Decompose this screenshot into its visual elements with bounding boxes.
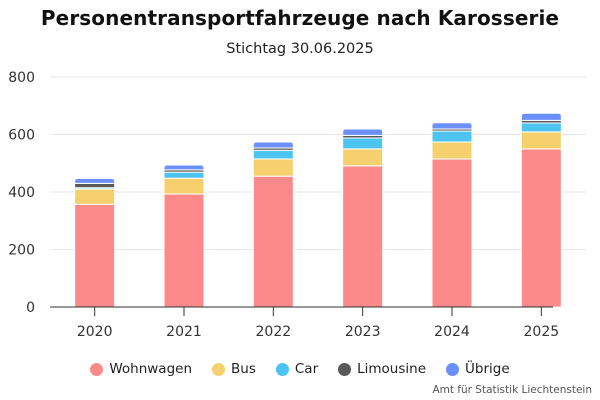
legend-marker-icon — [90, 362, 104, 376]
bar-segment-wohnwagen[interactable]: 2020 Wohnwagen: 357 — [74, 203, 116, 308]
bar-segment-wohnwagen[interactable]: 2024 Wohnwagen: 515 — [431, 158, 473, 308]
y-tick-label: 600 — [8, 128, 35, 144]
bar-segment-wohnwagen[interactable]: 2022 Wohnwagen: 455 — [252, 175, 294, 308]
y-tick-label: 800 — [8, 70, 35, 86]
legend-label: Limousine — [357, 361, 427, 377]
bar-segment-car[interactable]: 2021 Car: 21 — [163, 171, 205, 179]
legend-label: Übrige — [465, 361, 510, 377]
bar-segment-wohnwagen[interactable]: 2025 Wohnwagen: 550 — [520, 148, 562, 308]
x-tick-label: 2020 — [77, 324, 113, 340]
x-tick-label: 2024 — [434, 324, 470, 340]
bar-segment-car[interactable]: 2022 Car: 30 — [252, 149, 294, 160]
legend-marker-icon — [338, 362, 352, 376]
bar-stack-2024: 2024 Wohnwagen: 5152024 Bus: 592024 Car:… — [431, 122, 473, 308]
legend-item-limousine[interactable]: Limousine — [338, 361, 426, 377]
bar-segment-bus[interactable]: 2021 Bus: 55 — [163, 177, 205, 195]
bar-segment-bus[interactable]: 2020 Bus: 53 — [74, 188, 116, 205]
legend-label: Bus — [231, 361, 256, 377]
x-tick-label: 2022 — [256, 324, 292, 340]
bar-segment-bus[interactable]: 2023 Bus: 59 — [342, 148, 384, 167]
legend-item-übrige[interactable]: Übrige — [446, 361, 510, 377]
legend-label: Wohnwagen — [109, 361, 193, 377]
bar-segment-bus[interactable]: 2022 Bus: 60 — [252, 158, 294, 177]
bar-segment-car[interactable]: 2025 Car: 31 — [520, 122, 562, 133]
bar-stack-2020: 2020 Wohnwagen: 3572020 Bus: 532020 Car:… — [74, 177, 116, 308]
bar-segment-wohnwagen[interactable]: 2021 Wohnwagen: 393 — [163, 193, 205, 308]
y-axis: 0 200 400 600 800 — [8, 70, 35, 316]
credits[interactable]: Amt für Statistik Liechtenstein — [432, 384, 592, 396]
bar-stacks: 2020 Wohnwagen: 3572020 Bus: 532020 Car:… — [74, 112, 562, 308]
bar-segment-car[interactable]: 2023 Car: 38 — [342, 137, 384, 150]
bar-stack-2021: 2021 Wohnwagen: 3932021 Bus: 552021 Car:… — [163, 164, 205, 308]
y-tick-label: 200 — [8, 243, 35, 259]
bar-segment-übrige[interactable]: 2020 Übrige: 17 — [74, 177, 116, 184]
chart-subtitle: Stichtag 30.06.2025 — [226, 41, 374, 57]
bar-stack-2025: 2025 Wohnwagen: 5502025 Bus: 592025 Car:… — [520, 112, 562, 308]
bar-segment-übrige[interactable]: 2023 Übrige: 22 — [342, 128, 384, 136]
bar-segment-limousine[interactable]: 2020 Limousine: 15 — [74, 182, 116, 189]
legend-marker-icon — [275, 362, 289, 376]
legend-item-car[interactable]: Car — [275, 361, 319, 377]
bar-segment-car[interactable]: 2024 Car: 38 — [431, 130, 473, 143]
legend-item-wohnwagen[interactable]: Wohnwagen — [90, 361, 192, 377]
legend-marker-icon — [446, 362, 460, 376]
chart-title: Personentransportfahrzeuge nach Karosser… — [40, 6, 560, 30]
legend-label: Car — [294, 361, 319, 377]
gridlines — [50, 76, 586, 250]
bar-segment-übrige[interactable]: 2024 Übrige: 22 — [431, 122, 473, 130]
bar-segment-bus[interactable]: 2024 Bus: 59 — [431, 141, 473, 160]
x-axis: 2020 2021 2022 2023 2024 2025 — [50, 306, 560, 340]
legend-marker-icon — [212, 362, 226, 376]
x-tick-label: 2023 — [345, 324, 381, 340]
legend-item-bus[interactable]: Bus — [212, 361, 256, 377]
bar-segment-bus[interactable]: 2025 Bus: 59 — [520, 131, 562, 150]
x-tick-label: 2021 — [166, 324, 202, 340]
bar-stack-2022: 2022 Wohnwagen: 4552022 Bus: 602022 Car:… — [252, 141, 294, 308]
y-tick-label: 0 — [26, 300, 35, 316]
legend: Wohnwagen Bus Car Limousine Übrige — [0, 361, 600, 377]
bar-segment-übrige[interactable]: 2025 Übrige: 25 — [520, 112, 562, 121]
x-tick-label: 2025 — [524, 324, 560, 340]
bar-segment-übrige[interactable]: 2021 Übrige: 17 — [163, 164, 205, 171]
bar-segment-wohnwagen[interactable]: 2023 Wohnwagen: 491 — [342, 165, 384, 308]
bar-segment-übrige[interactable]: 2022 Übrige: 21 — [252, 141, 294, 149]
bar-stack-2023: 2023 Wohnwagen: 4912023 Bus: 592023 Car:… — [342, 128, 384, 308]
y-tick-label: 400 — [8, 185, 35, 201]
